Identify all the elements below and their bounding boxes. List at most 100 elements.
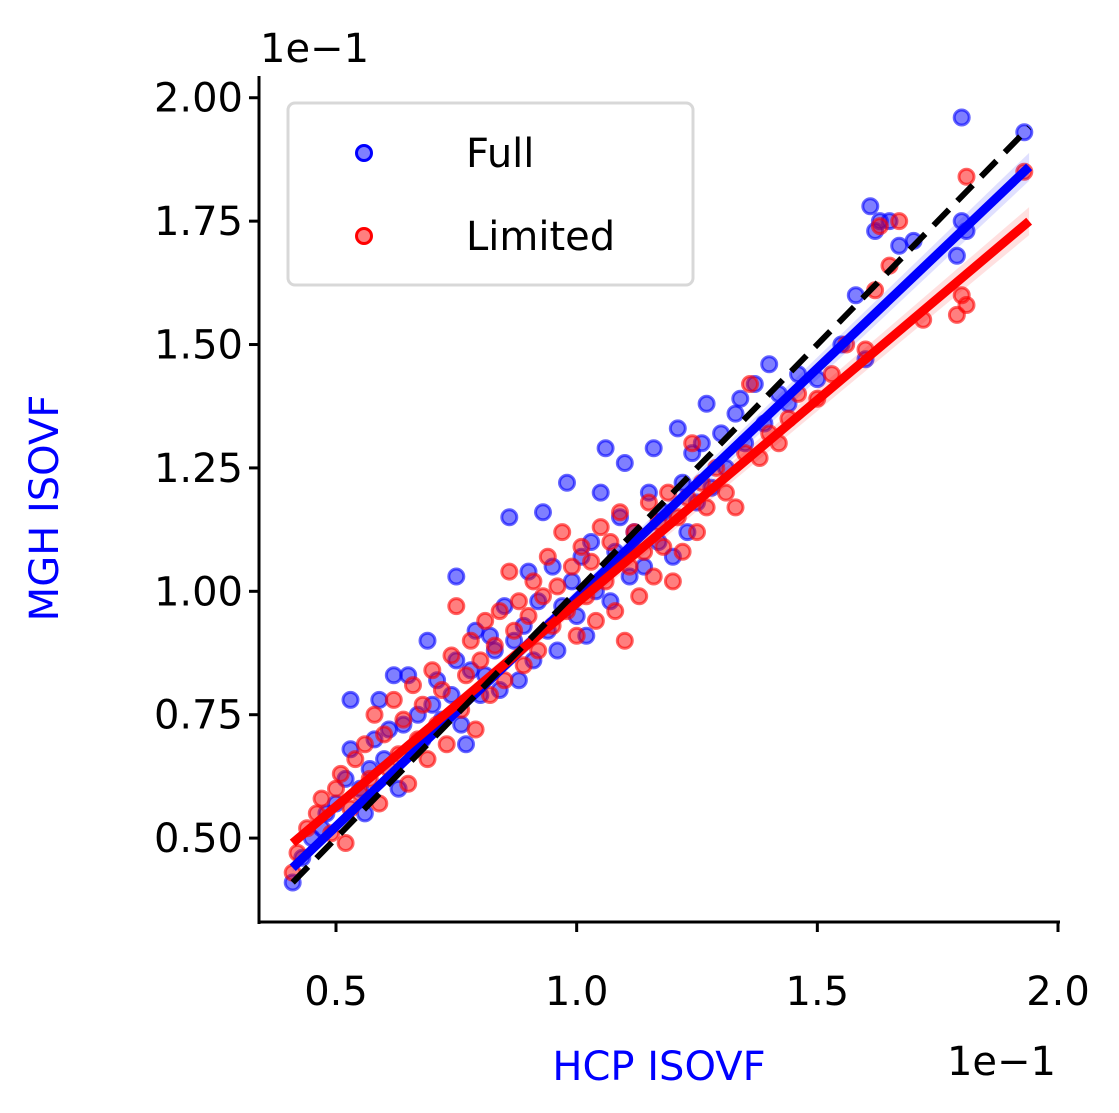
point-limited-55 [562,557,581,576]
point-limited-105 [957,296,976,314]
point-full-73 [668,419,687,438]
y-tick-label: 1.75 [154,199,243,245]
point-limited-4 [312,789,331,808]
point-full-69 [644,439,663,458]
point-limited-64 [606,602,625,621]
y-tick-label: 1.00 [154,569,243,615]
fit-line-full [289,163,1033,871]
point-limited-69 [630,587,649,606]
x-tick-label: 1.0 [545,969,609,1015]
point-limited-45 [514,656,533,675]
point-limited-40 [490,602,509,621]
legend-label-full: Full [466,131,534,177]
point-limited-42 [500,562,519,581]
point-limited-28 [432,681,451,699]
point-limited-43 [505,621,524,640]
point-limited-76 [663,572,682,591]
point-limited-57 [572,537,591,556]
point-limited-53 [553,523,572,542]
y-tick-label: 0.50 [154,816,243,862]
point-limited-30 [442,646,461,665]
point-limited-56 [567,626,586,645]
point-limited-99 [870,217,889,236]
fit-line-limited [289,217,1033,847]
point-full-16 [384,666,403,685]
point-full-8 [341,690,360,709]
y-offset-text: 1e−1 [260,26,369,72]
point-limited-66 [615,631,634,650]
point-limited-39 [485,636,504,655]
y-axis-title: MGH ISOVF [22,395,68,622]
point-limited-33 [457,666,475,685]
point-limited-8 [336,834,355,852]
point-full-104 [952,108,971,127]
point-limited-83 [697,498,716,517]
point-full-13 [370,690,389,709]
point-limited-52 [548,577,567,596]
point-full-52 [558,473,576,492]
point-full-79 [697,394,716,413]
y-tick-label: 0.75 [154,693,243,739]
point-full-31 [457,735,475,754]
point-limited-59 [582,552,601,571]
point-limited-71 [639,493,658,512]
point-limited-88 [741,375,759,393]
point-full-83 [726,404,745,423]
x-offset-text: 1e−1 [947,1039,1056,1085]
point-full-23 [418,631,437,650]
point-full-64 [615,454,634,472]
point-limited-35 [466,720,485,739]
point-limited-78 [673,542,692,561]
point-limited-7 [331,764,350,783]
point-limited-38 [481,686,499,704]
legend-box [286,101,695,287]
point-full-60 [596,439,615,458]
point-limited-24 [413,695,432,714]
point-limited-18 [384,690,403,709]
y-tick-label: 2.00 [154,76,243,122]
point-full-96 [861,197,880,216]
y-ticks: 0.50 0.75 1.00 1.25 1.50 1.75 2.00 [154,76,259,862]
axes: 0.5 1.0 1.5 2.0 0.50 0.75 1.00 1.25 1.50 1.75 2.0… [154,76,1090,1015]
point-limited-48 [529,641,548,660]
point-limited-10 [346,750,365,769]
point-full-84 [731,389,750,408]
x-tick-label: 1.5 [786,969,850,1015]
point-limited-21 [399,774,418,793]
y-tick-label: 1.50 [154,323,243,369]
series-limited-points [283,162,1034,882]
point-limited-81 [688,523,706,542]
point-limited-61 [591,518,610,537]
point-full-88 [760,355,779,374]
legend-label-limited: Limited [466,214,615,260]
point-limited-20 [394,710,413,729]
point-limited-80 [683,434,702,453]
point-limited-65 [611,503,629,522]
point-full-50 [548,641,567,660]
point-limited-26 [423,661,442,680]
point-limited-106 [957,167,976,186]
point-limited-25 [418,750,437,769]
point-limited-37 [476,611,495,630]
point-full-42 [509,671,528,690]
x-axis-title: HCP ISOVF [552,1044,765,1090]
point-limited-63 [601,533,620,551]
point-limited-14 [365,705,384,724]
y-tick-label: 1.25 [154,446,243,492]
x-ticks: 0.5 1.0 1.5 2.0 [304,922,1090,1015]
point-full-102 [947,246,966,265]
point-limited-50 [538,547,557,566]
x-tick-label: 0.5 [304,969,368,1015]
point-limited-41 [495,671,514,690]
point-limited-12 [355,735,374,754]
legend-marker-full [355,144,373,162]
point-limited-101 [890,212,909,231]
point-full-47 [534,503,552,522]
identity-reference-line [290,125,1032,885]
point-full-30 [452,715,471,734]
point-limited-60 [586,611,605,630]
point-limited-49 [534,587,552,606]
point-full-106 [1015,123,1034,142]
x-tick-label: 2.0 [1026,969,1090,1015]
point-limited-31 [447,597,466,616]
